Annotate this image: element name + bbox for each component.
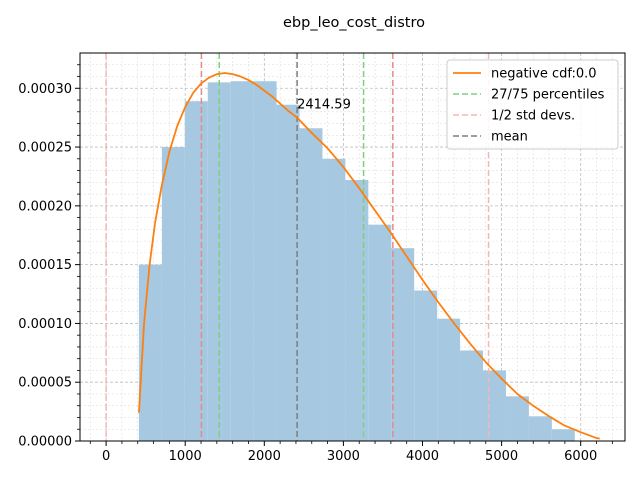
legend-label: 1/2 std devs. [491,109,575,124]
histogram-bar [551,429,575,441]
x-tick-label: 2000 [248,449,281,464]
chart-title: ebp_leo_cost_distro [283,15,425,31]
histogram-bar [505,396,529,441]
y-tick-label: 0.00000 [18,435,72,450]
x-tick-label: 3000 [327,449,360,464]
histogram-bar [483,370,506,441]
histogram-bar [322,158,346,441]
legend-label: mean [491,130,528,145]
legend: negative cdf:0.0 27/75 percentiles 1/2 std… [446,59,619,150]
histogram-bar [299,128,323,442]
y-axis-ticks: 0.00000 0.00005 0.00010 0.00015 0.00020 0.000… [18,64,80,450]
histogram-bar [345,179,369,441]
x-tick-label: 6000 [564,449,597,464]
histogram-bar [276,104,300,441]
histogram-bar [161,147,185,441]
x-axis-ticks: 0 1000 2000 3000 4000 5000 6000 [89,441,613,464]
y-tick-label: 0.00015 [18,258,72,273]
histogram-bar [414,290,438,441]
y-tick-label: 0.00005 [18,376,72,391]
series-lines [138,72,600,440]
y-tick-label: 0.00030 [18,82,72,97]
legend-label: 27/75 percentiles [491,88,605,103]
y-tick-label: 0.00020 [18,199,72,214]
legend-label: negative cdf:0.0 [491,67,597,82]
histogram-bar [253,81,277,441]
histogram-bar [437,318,461,441]
y-tick-label: 0.00025 [18,141,72,156]
histogram-bar [460,350,484,441]
histogram-bar [528,416,552,441]
x-tick-label: 5000 [485,449,518,464]
series-line [138,72,600,440]
x-tick-label: 4000 [406,449,439,464]
plot-frame [79,52,626,442]
annotations: 2414.59 [297,97,351,112]
histogram-bar [230,81,254,441]
y-tick-label: 0.00010 [18,317,72,332]
histogram-bar [368,224,392,441]
legend-box [446,59,619,150]
x-tick-label: 0 [102,449,110,464]
histogram-bar [391,248,415,441]
x-tick-label: 1000 [169,449,202,464]
histogram-bar [184,101,208,442]
mean-annotation: 2414.59 [297,97,351,112]
